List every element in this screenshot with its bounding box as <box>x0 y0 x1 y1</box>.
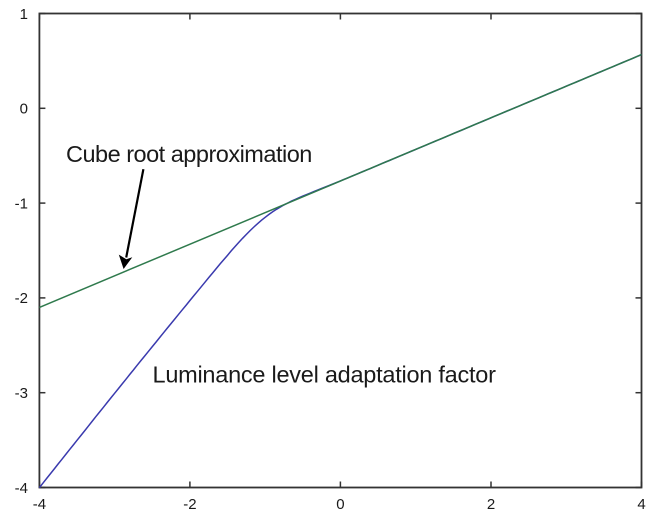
svg-text:-4: -4 <box>33 496 46 512</box>
svg-text:4: 4 <box>637 496 645 512</box>
svg-text:Cube root approximation: Cube root approximation <box>66 141 312 167</box>
svg-text:Luminance level adaptation fac: Luminance level adaptation factor <box>153 362 497 388</box>
svg-text:-2: -2 <box>183 496 196 512</box>
svg-text:0: 0 <box>336 496 344 512</box>
svg-text:-4: -4 <box>15 480 28 497</box>
svg-text:2: 2 <box>487 496 495 512</box>
svg-text:0: 0 <box>20 101 28 118</box>
svg-text:-2: -2 <box>15 290 28 307</box>
svg-text:-3: -3 <box>15 385 28 402</box>
svg-text:1: 1 <box>20 6 28 23</box>
svg-text:-1: -1 <box>15 195 28 212</box>
